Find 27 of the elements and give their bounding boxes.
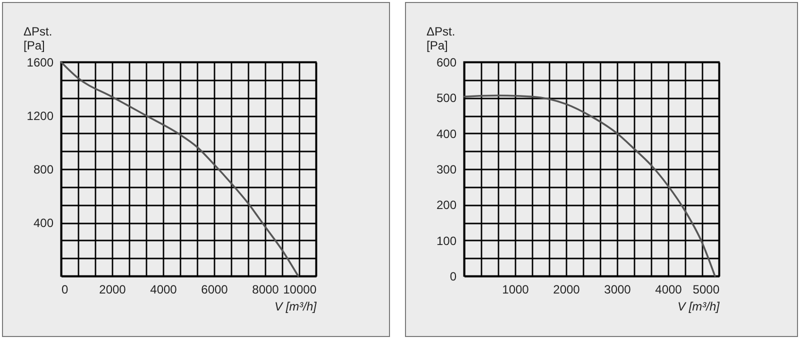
x-tick-label: 5000 bbox=[692, 282, 720, 296]
y-tick-label: 600 bbox=[436, 56, 457, 70]
y-tick-label: 400 bbox=[33, 216, 54, 230]
x-tick-label: 4000 bbox=[150, 282, 178, 296]
x-tick-label: 2000 bbox=[553, 282, 580, 296]
x-tick-label: 2000 bbox=[99, 282, 126, 296]
line-series bbox=[463, 94, 716, 277]
y-tick-label: 200 bbox=[436, 198, 457, 212]
y-tick-label: 0 bbox=[450, 270, 457, 284]
x-tick-label: 4000 bbox=[655, 282, 682, 296]
y-tick-label: 100 bbox=[436, 234, 457, 248]
x-tick-label: 1000 bbox=[502, 282, 530, 296]
x-tick-label: 6000 bbox=[201, 282, 228, 296]
x-tick-label: 3000 bbox=[604, 282, 632, 296]
y-axis-title: ΔPst. [Pa] bbox=[24, 24, 52, 52]
x-axis-title: V [m³/h] bbox=[677, 300, 720, 314]
y-tick-label: 1600 bbox=[26, 56, 54, 70]
y-tick-label: 300 bbox=[436, 162, 457, 176]
y-tick-label: 500 bbox=[436, 91, 457, 106]
y-tick-label: 400 bbox=[436, 126, 457, 141]
x-tick-label: 8000 bbox=[252, 282, 280, 296]
x-tick-label: 10000 bbox=[283, 282, 317, 296]
y-axis-title: ΔPst. [Pa] bbox=[426, 24, 456, 52]
x-tick-label: 0 bbox=[62, 282, 68, 296]
y-tick-label: 1200 bbox=[26, 109, 54, 123]
x-axis-title: V [m³/h] bbox=[274, 300, 318, 314]
y-tick-label: 800 bbox=[33, 162, 54, 176]
